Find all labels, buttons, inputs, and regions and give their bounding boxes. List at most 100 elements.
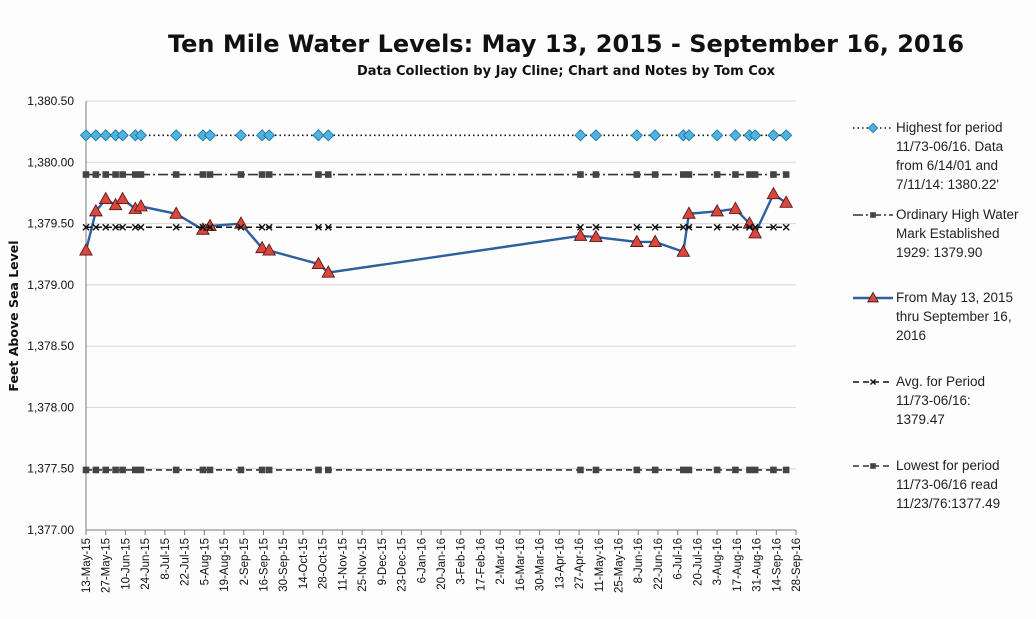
marker-x-stroke — [172, 223, 180, 231]
marker-square — [137, 466, 145, 474]
marker-x-stroke — [314, 223, 322, 231]
marker-square — [206, 466, 214, 474]
marker-x — [206, 223, 214, 231]
marker-square — [258, 171, 266, 178]
marker-x — [731, 223, 739, 231]
marker-x-stroke — [131, 223, 139, 231]
x-tick-label: 20-Jul-16 — [692, 538, 704, 586]
marker-square — [633, 171, 641, 178]
x-tick-label: 27-May-15 — [101, 538, 113, 593]
marker-square — [577, 171, 584, 178]
marker-square — [315, 466, 322, 474]
y-tick-label: 1,378.00 — [27, 400, 74, 414]
marker-square — [680, 171, 687, 178]
marker-x — [119, 223, 127, 231]
x-tick-label: 6-Jan-16 — [416, 538, 428, 583]
marker-x-stroke — [685, 223, 693, 231]
marker-square — [92, 171, 100, 178]
marker-square — [199, 171, 207, 178]
x-tick-label: 25-May-16 — [614, 538, 626, 593]
marker-square — [746, 171, 753, 178]
marker-triangle — [629, 234, 644, 247]
marker-square — [82, 171, 90, 178]
x-tick-label: 11-Nov-15 — [337, 538, 349, 591]
marker-square — [237, 466, 245, 474]
marker-x-stroke — [265, 223, 273, 231]
marker-x — [237, 223, 245, 231]
marker-square — [325, 171, 332, 178]
x-tick-label: 3-Feb-16 — [456, 538, 468, 585]
marker-triangle — [573, 228, 588, 241]
marker-square — [119, 171, 126, 178]
marker-square — [199, 466, 207, 474]
marker-x-stroke — [102, 223, 110, 231]
y-tick-label: 1,379.50 — [27, 217, 74, 231]
marker-square — [770, 171, 777, 178]
marker-x-stroke — [137, 223, 145, 231]
marker-x — [199, 223, 207, 231]
legend-label: Avg. for Period — [896, 374, 985, 389]
marker-x — [172, 223, 180, 231]
marker-x-stroke — [633, 223, 641, 231]
marker-square — [237, 171, 245, 178]
series-group — [79, 129, 794, 474]
marker-x — [131, 223, 139, 231]
marker-square — [265, 171, 273, 178]
marker-x-stroke — [751, 223, 759, 231]
marker-x-stroke — [869, 378, 877, 386]
series-0 — [79, 129, 793, 142]
marker-diamond — [589, 129, 603, 142]
marker-triangle — [779, 195, 794, 208]
marker-triangle — [748, 225, 763, 239]
marker-diamond — [649, 129, 662, 142]
legend-label: 7/11/14: 1380.22' — [896, 177, 999, 192]
marker-square — [751, 171, 759, 178]
marker-square — [315, 171, 322, 178]
marker-triangle — [681, 206, 696, 219]
x-tick-label: 13-Apr-16 — [554, 538, 566, 589]
marker-square — [102, 466, 110, 474]
marker-diamond — [767, 129, 780, 142]
marker-square — [782, 466, 790, 474]
legend-label: 11/73-06/16 read — [896, 477, 998, 492]
marker-triangle — [866, 291, 880, 303]
marker-diamond — [79, 129, 93, 142]
x-tick-label: 20-Jan-16 — [436, 538, 448, 590]
marker-square — [651, 171, 659, 178]
marker-square — [258, 466, 266, 474]
grid — [86, 100, 796, 531]
x-tick-label: 8-Jun-16 — [633, 538, 645, 583]
marker-square — [172, 171, 180, 178]
marker-x — [685, 223, 693, 231]
marker-diamond — [89, 129, 102, 142]
marker-x-stroke — [769, 223, 777, 231]
marker-x — [592, 223, 600, 231]
marker-square — [685, 466, 693, 474]
marker-x — [633, 223, 641, 231]
marker-triangle — [169, 206, 184, 219]
marker-x — [713, 223, 721, 231]
legend-label: Lowest for period — [896, 458, 1000, 473]
marker-diamond — [630, 129, 643, 142]
marker-x — [769, 223, 777, 231]
x-tick-label: 22-Jun-16 — [653, 538, 665, 590]
marker-x — [751, 223, 759, 231]
marker-square — [112, 466, 119, 474]
x-tick-label: 30-Mar-16 — [535, 538, 547, 591]
marker-square — [746, 466, 753, 474]
marker-diamond — [749, 129, 762, 142]
marker-square — [751, 466, 759, 474]
x-tick-label: 16-Mar-16 — [515, 538, 527, 591]
x-tick-label: 5-Aug-15 — [199, 538, 211, 585]
chart-subtitle: Data Collection by Jay Cline; Chart and … — [357, 64, 776, 79]
marker-triangle — [321, 265, 336, 278]
legend-label: 11/73-06/16: — [896, 393, 971, 408]
marker-x — [258, 223, 266, 231]
marker-square — [713, 466, 721, 474]
marker-x-stroke — [237, 223, 245, 231]
marker-square — [732, 466, 739, 474]
marker-diamond — [867, 122, 879, 134]
marker-triangle — [710, 203, 725, 217]
x-tick-label: 17-Aug-16 — [732, 538, 744, 592]
